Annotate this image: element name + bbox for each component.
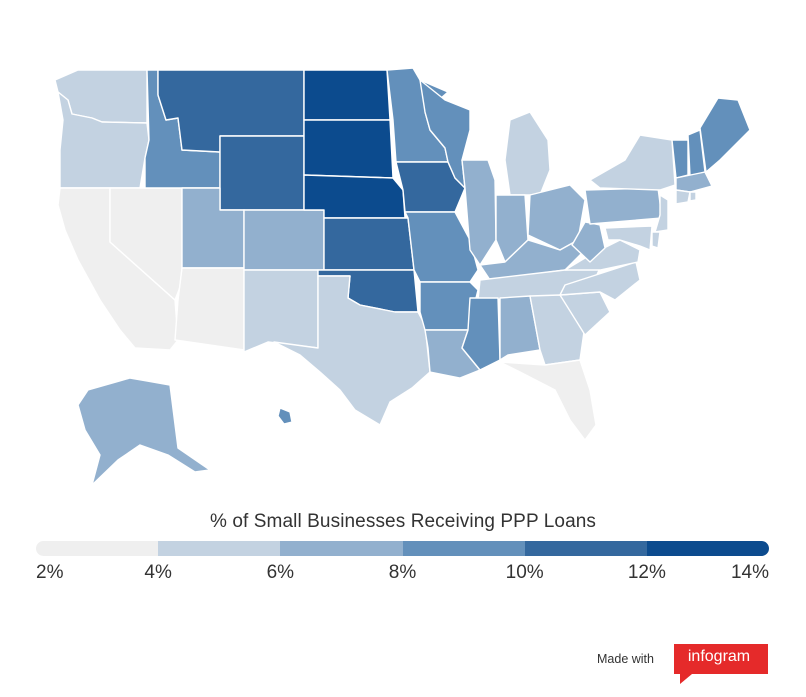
state-fl[interactable]	[499, 359, 597, 441]
us-choropleth-map	[54, 67, 751, 486]
legend-tick-labels: 2% 4% 6% 8% 10% 12% 14%	[36, 562, 769, 586]
legend-tick-label: 4%	[144, 562, 172, 583]
state-az[interactable]	[174, 267, 245, 351]
state-wy[interactable]	[219, 135, 305, 211]
legend-segment	[280, 541, 403, 556]
states-layer	[54, 67, 751, 486]
legend-tick-label: 14%	[730, 562, 769, 583]
state-hi[interactable]	[277, 407, 293, 425]
state-pa[interactable]	[584, 187, 663, 225]
state-mi[interactable]	[504, 111, 551, 196]
state-wv[interactable]	[571, 221, 606, 263]
state-ms[interactable]	[461, 297, 501, 371]
legend-segment	[524, 541, 647, 556]
legend-segment	[158, 541, 281, 556]
state-wi[interactable]	[419, 79, 471, 189]
state-nj[interactable]	[654, 194, 669, 233]
infogram-flag-icon	[674, 644, 768, 684]
state-md[interactable]	[604, 225, 653, 251]
legend-tick-label: 6%	[266, 562, 295, 583]
state-ak[interactable]	[77, 377, 211, 486]
infogram-brand-text: infogram	[687, 648, 751, 665]
state-ny[interactable]	[589, 134, 676, 191]
legend-tick-label: 12%	[627, 562, 666, 583]
legend-tick-label: 2%	[36, 562, 64, 583]
state-ks[interactable]	[323, 217, 415, 271]
infogram-logo[interactable]: infogram	[670, 644, 768, 684]
state-nd[interactable]	[303, 69, 391, 121]
state-sd[interactable]	[303, 119, 394, 179]
state-al[interactable]	[499, 295, 541, 361]
state-ct[interactable]	[675, 189, 691, 205]
legend-color-scale	[36, 541, 769, 556]
state-ri[interactable]	[689, 191, 697, 202]
map-svg	[54, 67, 751, 486]
legend-segment	[36, 541, 159, 556]
state-ma[interactable]	[675, 171, 713, 193]
state-de[interactable]	[651, 231, 661, 249]
state-mo[interactable]	[404, 211, 479, 283]
legend-tick-label: 10%	[505, 562, 544, 583]
state-co[interactable]	[243, 209, 325, 271]
legend-tick-label: 8%	[388, 562, 417, 583]
legend-title: % of Small Businesses Receiving PPP Loan…	[209, 511, 597, 532]
legend-segment	[402, 541, 525, 556]
made-with-label: Made with	[597, 652, 654, 666]
state-nm[interactable]	[243, 269, 319, 353]
legend-segment	[646, 541, 769, 556]
state-il[interactable]	[461, 159, 497, 266]
state-me[interactable]	[699, 97, 751, 173]
